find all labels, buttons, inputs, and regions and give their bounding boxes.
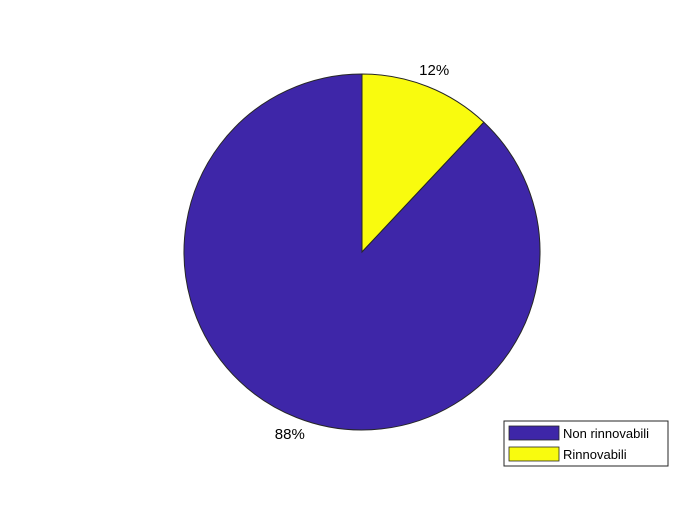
pie-label-rinnovabili: 12%	[419, 62, 449, 79]
legend-swatch-non-rinnovabili	[508, 425, 560, 441]
legend-label-non-rinnovabili: Non rinnovabili	[563, 426, 649, 441]
legend-label-rinnovabili: Rinnovabili	[563, 447, 627, 462]
legend-swatch-rinnovabili	[508, 446, 560, 462]
pie-slice-rinnovabili	[361, 73, 485, 254]
pie-slices	[183, 73, 541, 431]
pie-slice-non-rinnovabili	[183, 73, 541, 431]
pie-label-non-rinnovabili: 88%	[275, 426, 305, 443]
legend: Non rinnovabili Rinnovabili	[503, 420, 669, 467]
pie-labels: 12% 88%	[275, 62, 449, 443]
